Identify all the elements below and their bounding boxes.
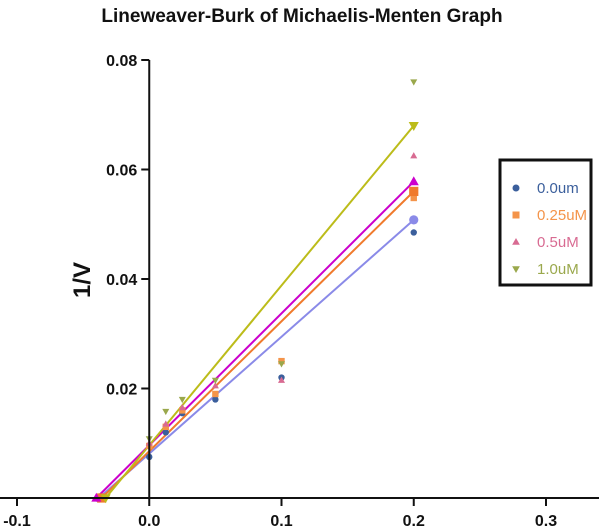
fit-line (98, 219, 415, 499)
data-point (162, 429, 169, 436)
data-point (212, 396, 219, 403)
fit-line (104, 125, 415, 499)
legend-box (498, 158, 593, 287)
legend-label: 0.5uM (537, 234, 579, 251)
x-tick-label: 0.1 (270, 513, 292, 530)
fit-line (100, 190, 415, 499)
legend-label: 0.0um (537, 180, 579, 197)
data-points (91, 79, 419, 504)
x-tick-label: -0.1 (3, 513, 31, 530)
y-tick-label: 0.08 (106, 53, 137, 70)
y-tick-label: 0.04 (106, 272, 137, 289)
legend-marker (512, 184, 520, 192)
data-point (410, 152, 418, 159)
data-point (162, 420, 170, 427)
data-point (410, 79, 418, 86)
legend: 0.0um 0.25uM 0.5uM 1.0uM (498, 158, 593, 287)
data-point (178, 403, 186, 411)
data-point (162, 408, 170, 416)
x-tick-label: 0.0 (138, 513, 160, 530)
legend-label: 1.0uM (537, 261, 579, 278)
legend-marker (512, 211, 520, 219)
x-tick-label: 0.2 (403, 513, 425, 530)
legend-marker (512, 266, 520, 274)
data-point (277, 376, 286, 383)
fit-endpoint-marker (408, 176, 419, 186)
y-tick-label: 0.02 (106, 382, 137, 399)
legend-label: 0.25uM (537, 207, 587, 224)
fit-endpoint-marker (409, 186, 419, 196)
data-point (211, 382, 219, 389)
fit-lines (95, 125, 415, 499)
fit-endpoint-marker (408, 122, 419, 131)
x-axis-ticks: -0.1 0.0 0.1 0.2 0.3 (3, 498, 557, 530)
data-point (162, 423, 169, 431)
data-point (410, 194, 417, 202)
y-tick-label: 0.06 (106, 163, 137, 180)
data-point (211, 377, 219, 384)
x-tick-label: 0.3 (535, 513, 557, 530)
data-point (410, 229, 417, 236)
data-point (212, 390, 219, 398)
y-axis-title: 1/V (69, 262, 96, 298)
data-point (179, 407, 186, 414)
data-point (278, 357, 285, 365)
legend-marker (512, 237, 520, 245)
y-axis-ticks: 0.02 0.04 0.06 0.08 (106, 53, 150, 399)
fit-endpoint-marker (409, 215, 419, 225)
data-point (178, 396, 186, 404)
chart-title: Lineweaver-Burk of Michaelis-Menten Grap… (101, 6, 502, 27)
data-point (277, 361, 286, 368)
